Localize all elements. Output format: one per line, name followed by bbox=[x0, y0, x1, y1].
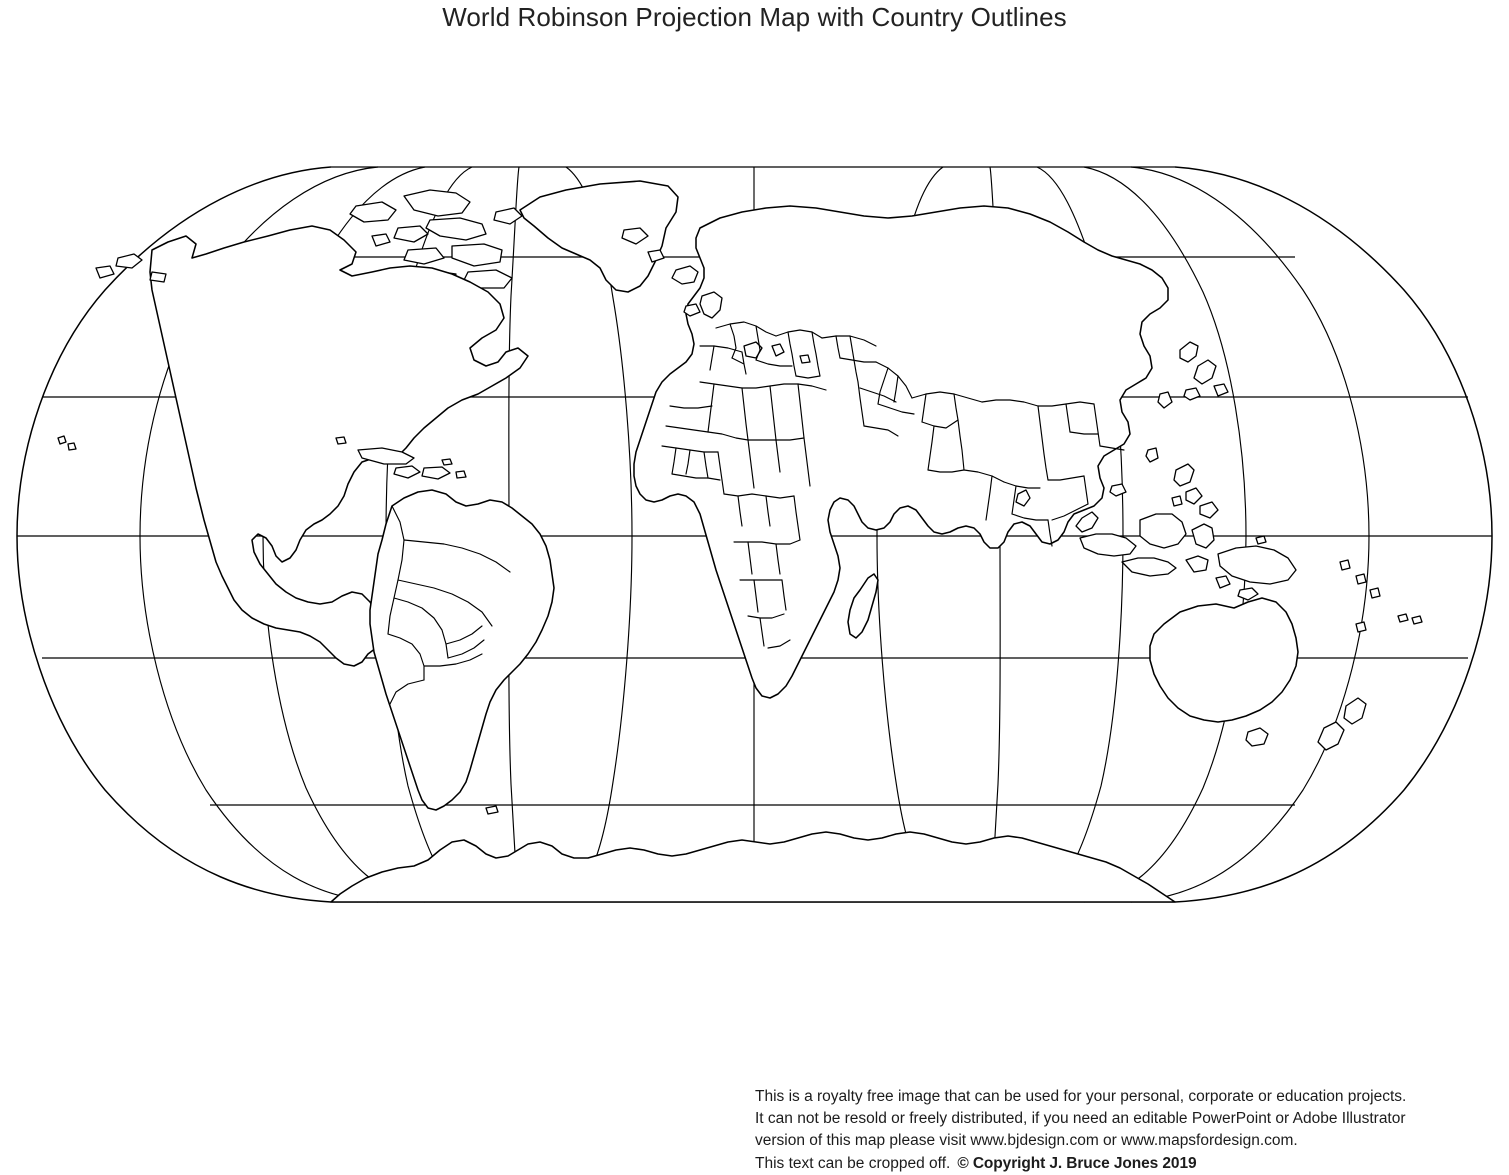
landmass-indonesia bbox=[1075, 511, 1297, 601]
landmass-north-america bbox=[149, 225, 529, 667]
world-map-svg[interactable] bbox=[0, 150, 1509, 930]
south-america-borders bbox=[387, 505, 511, 705]
footer-line-1: This is a royalty free image that can be… bbox=[755, 1088, 1407, 1105]
footer-line-3: version of this map please visit www.bjd… bbox=[755, 1132, 1298, 1150]
landmass-south-atlantic-islands bbox=[485, 805, 499, 815]
footer-notice: This is a royalty free image that can be… bbox=[755, 1086, 1509, 1175]
footer-line-4: This text can be cropped off. © Copyright… bbox=[755, 1153, 1509, 1175]
landmass-caribbean bbox=[335, 436, 467, 480]
landmass-hawaii bbox=[57, 435, 77, 451]
page-title: World Robinson Projection Map with Count… bbox=[442, 2, 1067, 32]
landmass-canadian-arctic bbox=[349, 189, 665, 289]
landmass-eurasia-africa bbox=[633, 205, 1169, 699]
landmass-new-zealand bbox=[1317, 697, 1367, 751]
landmass-tasmania bbox=[1245, 727, 1269, 747]
landmass-europe-islands bbox=[671, 265, 811, 364]
copyright-notice: © Copyright J. Bruce Jones 2019 bbox=[957, 1154, 1197, 1172]
landmass-south-america bbox=[369, 489, 555, 811]
landmass-sri-lanka bbox=[1015, 489, 1031, 507]
landmass-pacific-islands bbox=[1255, 535, 1423, 633]
landmass-greenland bbox=[519, 180, 679, 293]
landmass-australia bbox=[1149, 597, 1299, 723]
landmass-japan bbox=[1179, 341, 1229, 401]
eurasia-africa-borders bbox=[661, 321, 1125, 649]
footer-line-2: It can not be resold or freely distribut… bbox=[755, 1110, 1406, 1128]
landmass-aleutian-islands bbox=[95, 253, 167, 283]
world-map-figure bbox=[0, 150, 1509, 930]
landmass-east-asia-islands bbox=[1109, 391, 1173, 497]
landmass-madagascar bbox=[847, 573, 879, 639]
landmass-antarctica bbox=[330, 831, 1176, 903]
crop-notice: This text can be cropped off. bbox=[755, 1154, 951, 1172]
landmass-philippines bbox=[1171, 463, 1219, 519]
